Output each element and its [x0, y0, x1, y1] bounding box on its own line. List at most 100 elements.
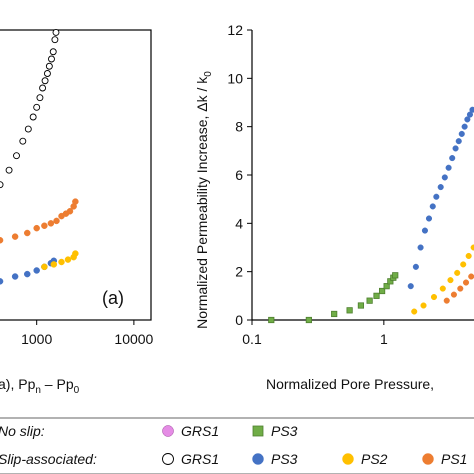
legend-content: No slip: GRS1 PS3 Slip-associated: GRS1 PS3 PS… — [0, 423, 467, 467]
point-left-ps2 — [50, 261, 58, 268]
left-chart-marks — [0, 28, 79, 285]
right-x-tick-label: 0.1 — [242, 331, 262, 347]
legend-marker-grs1 — [162, 453, 174, 465]
point-right-ps3 — [441, 174, 448, 181]
legend-row-label: No slip: — [0, 423, 45, 439]
left-plot-frame — [0, 29, 152, 321]
point-right-ps2 — [460, 261, 467, 268]
point-right-ps3 — [429, 203, 436, 210]
point-right-ps2 — [447, 277, 454, 284]
point-right-ps2 — [465, 252, 472, 260]
point-left-grs1 — [48, 55, 55, 63]
point-right-ps3 — [433, 193, 440, 200]
point-left-ps1 — [53, 217, 60, 225]
point-right-ps3 — [452, 145, 459, 152]
legend: No slip: GRS1 PS3 Slip-associated: GRS1 PS3 PS… — [0, 417, 474, 474]
point-right-noslip-ps3 — [383, 283, 390, 290]
point-left-grs1 — [24, 125, 32, 133]
point-right-ps2 — [411, 308, 418, 315]
point-right-ps3 — [407, 283, 414, 290]
point-left-grs1 — [43, 70, 51, 77]
point-right-ps1 — [457, 285, 464, 292]
point-right-ps3 — [466, 111, 474, 118]
point-left-ps3 — [11, 273, 19, 280]
right-y-axis-label: Normalized Permeability Increase, Δk / k… — [194, 71, 214, 329]
point-right-noslip-ps3 — [268, 316, 275, 324]
point-left-ps3 — [0, 278, 4, 285]
point-right-ps3 — [449, 155, 456, 162]
point-right-ps3 — [412, 263, 419, 270]
point-left-grs1 — [5, 166, 13, 174]
legend-marker-grs1 — [162, 425, 174, 437]
point-left-ps2 — [58, 258, 65, 266]
point-right-ps2 — [420, 302, 427, 309]
point-left-grs1 — [0, 181, 4, 189]
right-x-tick-label: 1 — [380, 331, 388, 347]
point-right-ps3 — [445, 164, 452, 171]
point-right-noslip-ps3 — [331, 310, 338, 318]
point-left-ps2 — [41, 263, 48, 271]
point-left-grs1 — [45, 62, 53, 70]
point-right-ps3 — [425, 215, 433, 222]
right-y-tick-label: 2 — [235, 264, 243, 280]
point-left-grs1 — [13, 152, 20, 160]
right-x-axis-label: Normalized Pore Pressure, — [266, 376, 434, 392]
point-left-ps1 — [24, 229, 31, 237]
point-right-ps1 — [462, 279, 470, 286]
point-right-noslip-ps3 — [305, 316, 312, 324]
legend-entry-label: PS2 — [361, 451, 388, 467]
point-right-noslip-ps3 — [373, 292, 380, 299]
point-right-ps3 — [421, 227, 428, 234]
point-left-grs1 — [19, 137, 27, 145]
point-right-ps3 — [437, 184, 444, 191]
point-left-grs1 — [29, 113, 37, 121]
legend-entry-label: GRS1 — [181, 451, 219, 467]
left-chart: 1000 10000 (a) a), Ppn – Pp0 — [0, 28, 154, 396]
point-left-ps3 — [33, 267, 40, 274]
point-left-ps2 — [64, 256, 72, 263]
point-right-ps3 — [455, 138, 462, 145]
point-right-ps3 — [417, 244, 424, 251]
legend-entry-label: GRS1 — [181, 423, 219, 439]
point-left-grs1 — [51, 36, 59, 44]
point-left-grs1 — [49, 48, 57, 56]
left-x-tick-label: 10000 — [114, 331, 153, 347]
point-left-ps1 — [72, 198, 79, 205]
point-left-ps1 — [11, 233, 19, 240]
point-left-grs1 — [36, 94, 44, 102]
point-right-ps2 — [439, 285, 446, 292]
point-left-grs1 — [52, 28, 60, 36]
point-left-ps1 — [66, 208, 74, 215]
right-y-tick-label: 6 — [235, 167, 243, 183]
point-right-ps1 — [443, 297, 450, 304]
point-left-grs1 — [33, 103, 41, 111]
point-left-grs1 — [41, 77, 49, 85]
left-x-tick-label: 1000 — [21, 331, 52, 347]
point-right-noslip-ps3 — [379, 287, 386, 295]
right-chart-marks — [268, 106, 474, 324]
legend-marker-ps3 — [252, 453, 264, 465]
right-y-ticks: 0 2 4 6 8 10 12 — [227, 22, 252, 328]
point-left-ps3 — [24, 270, 31, 278]
point-left-ps1 — [0, 237, 4, 244]
right-y-tick-label: 4 — [235, 215, 243, 231]
point-left-ps1 — [33, 224, 40, 232]
point-left-grs1 — [39, 84, 47, 92]
right-x-ticks: 0.1 1 — [242, 320, 388, 347]
right-y-tick-label: 10 — [227, 70, 243, 86]
legend-marker-ps2 — [342, 453, 354, 465]
right-y-tick-label: 12 — [227, 22, 243, 38]
right-y-tick-label: 8 — [235, 119, 243, 135]
legend-row-label: Slip-associated: — [0, 451, 97, 467]
point-left-ps1 — [47, 220, 55, 227]
panel-label: (a) — [102, 288, 124, 308]
legend-marker-ps1 — [422, 453, 434, 465]
point-right-ps3 — [469, 106, 474, 113]
point-right-ps1 — [468, 273, 474, 280]
point-right-ps3 — [461, 123, 468, 130]
point-right-ps3 — [464, 116, 471, 123]
point-right-noslip-ps3 — [357, 302, 365, 309]
legend-entry-label: PS3 — [271, 423, 298, 439]
